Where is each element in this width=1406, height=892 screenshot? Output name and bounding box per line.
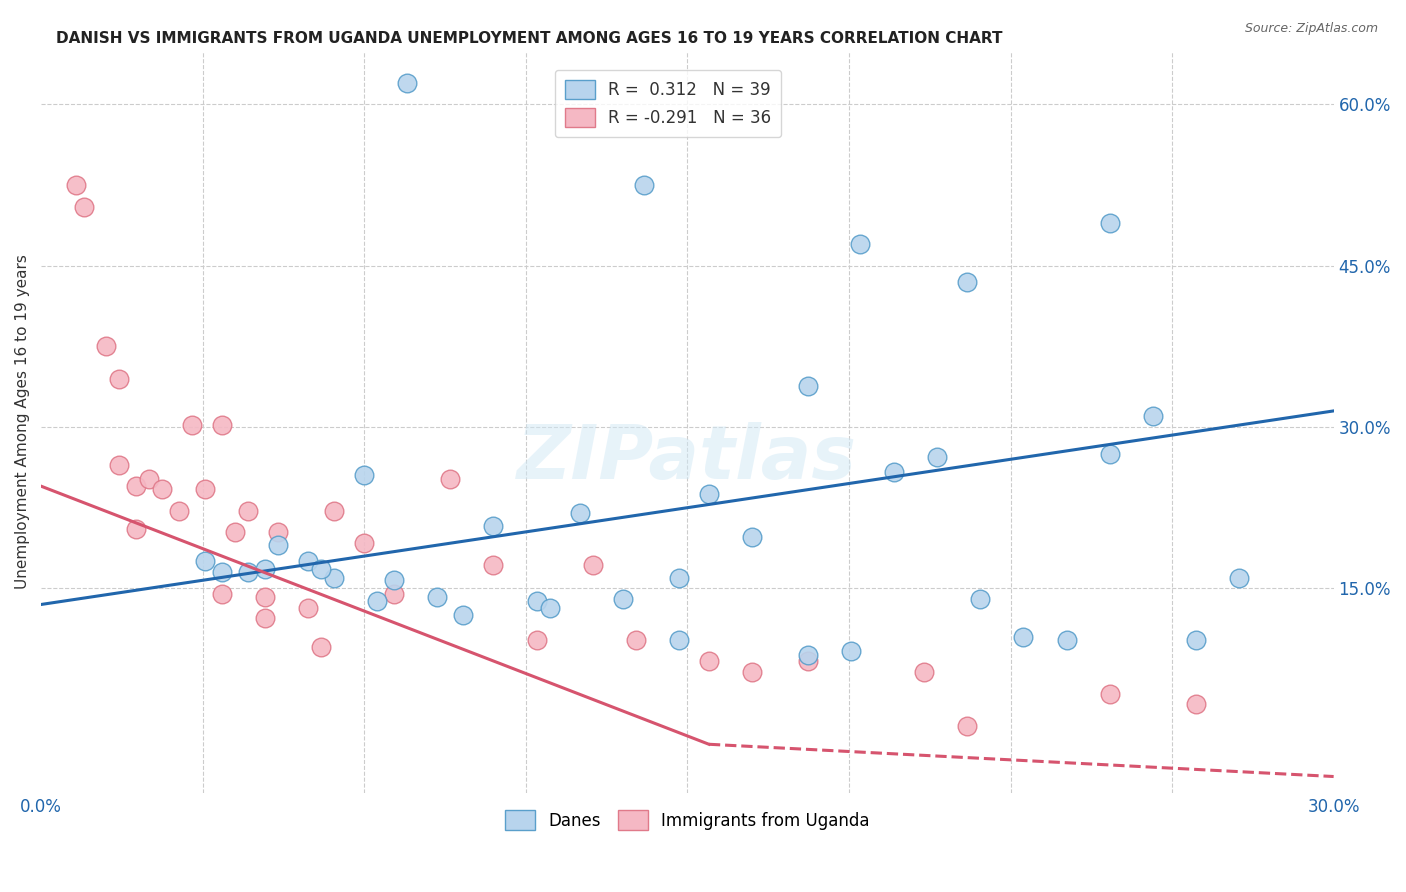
Point xyxy=(150,483,173,497)
Point xyxy=(969,592,991,607)
Point xyxy=(568,506,591,520)
Point xyxy=(1098,447,1121,461)
Point xyxy=(697,486,720,500)
Point xyxy=(211,417,233,432)
Point xyxy=(384,573,406,587)
Point xyxy=(211,565,233,579)
Point xyxy=(323,571,346,585)
Point xyxy=(323,504,346,518)
Point xyxy=(236,565,259,579)
Point xyxy=(138,472,160,486)
Point xyxy=(107,458,129,472)
Point xyxy=(309,562,332,576)
Point xyxy=(797,648,820,662)
Point xyxy=(839,643,862,657)
Point xyxy=(297,554,319,568)
Point xyxy=(167,504,190,518)
Point xyxy=(211,587,233,601)
Point xyxy=(697,655,720,669)
Point xyxy=(353,468,375,483)
Point xyxy=(956,275,979,289)
Point xyxy=(482,519,505,533)
Point xyxy=(883,465,905,479)
Point xyxy=(741,530,763,544)
Point xyxy=(1098,687,1121,701)
Point xyxy=(538,600,561,615)
Point xyxy=(396,76,419,90)
Point xyxy=(624,632,647,647)
Point xyxy=(384,587,406,601)
Point xyxy=(633,178,655,193)
Point xyxy=(526,632,548,647)
Point xyxy=(267,538,290,552)
Point xyxy=(180,417,202,432)
Point xyxy=(797,379,820,393)
Point xyxy=(1142,409,1164,424)
Point xyxy=(927,450,949,465)
Point xyxy=(267,525,290,540)
Text: ZIPatlas: ZIPatlas xyxy=(517,422,858,495)
Point xyxy=(797,655,820,669)
Point xyxy=(1098,216,1121,230)
Point xyxy=(612,592,634,607)
Point xyxy=(526,594,548,608)
Point xyxy=(194,554,217,568)
Point xyxy=(1012,630,1035,644)
Point xyxy=(912,665,935,680)
Point xyxy=(581,558,603,572)
Point xyxy=(956,719,979,733)
Point xyxy=(125,479,148,493)
Point xyxy=(107,372,129,386)
Point xyxy=(668,632,690,647)
Point xyxy=(1184,632,1206,647)
Point xyxy=(224,525,246,540)
Point xyxy=(73,200,96,214)
Legend: Danes, Immigrants from Uganda: Danes, Immigrants from Uganda xyxy=(499,804,876,837)
Point xyxy=(254,611,277,625)
Point xyxy=(125,522,148,536)
Point xyxy=(309,640,332,655)
Text: Source: ZipAtlas.com: Source: ZipAtlas.com xyxy=(1244,22,1378,36)
Point xyxy=(426,590,449,604)
Point xyxy=(254,562,277,576)
Point xyxy=(453,608,475,623)
Point xyxy=(439,472,461,486)
Point xyxy=(1056,632,1078,647)
Point xyxy=(65,178,87,193)
Point xyxy=(254,590,277,604)
Y-axis label: Unemployment Among Ages 16 to 19 years: Unemployment Among Ages 16 to 19 years xyxy=(15,254,30,589)
Point xyxy=(236,504,259,518)
Point xyxy=(741,665,763,680)
Point xyxy=(194,483,217,497)
Point xyxy=(366,594,388,608)
Point xyxy=(1184,698,1206,712)
Point xyxy=(353,536,375,550)
Point xyxy=(297,600,319,615)
Point xyxy=(668,571,690,585)
Text: DANISH VS IMMIGRANTS FROM UGANDA UNEMPLOYMENT AMONG AGES 16 TO 19 YEARS CORRELAT: DANISH VS IMMIGRANTS FROM UGANDA UNEMPLO… xyxy=(56,31,1002,46)
Point xyxy=(482,558,505,572)
Point xyxy=(94,339,117,353)
Point xyxy=(848,237,870,252)
Point xyxy=(1227,571,1250,585)
